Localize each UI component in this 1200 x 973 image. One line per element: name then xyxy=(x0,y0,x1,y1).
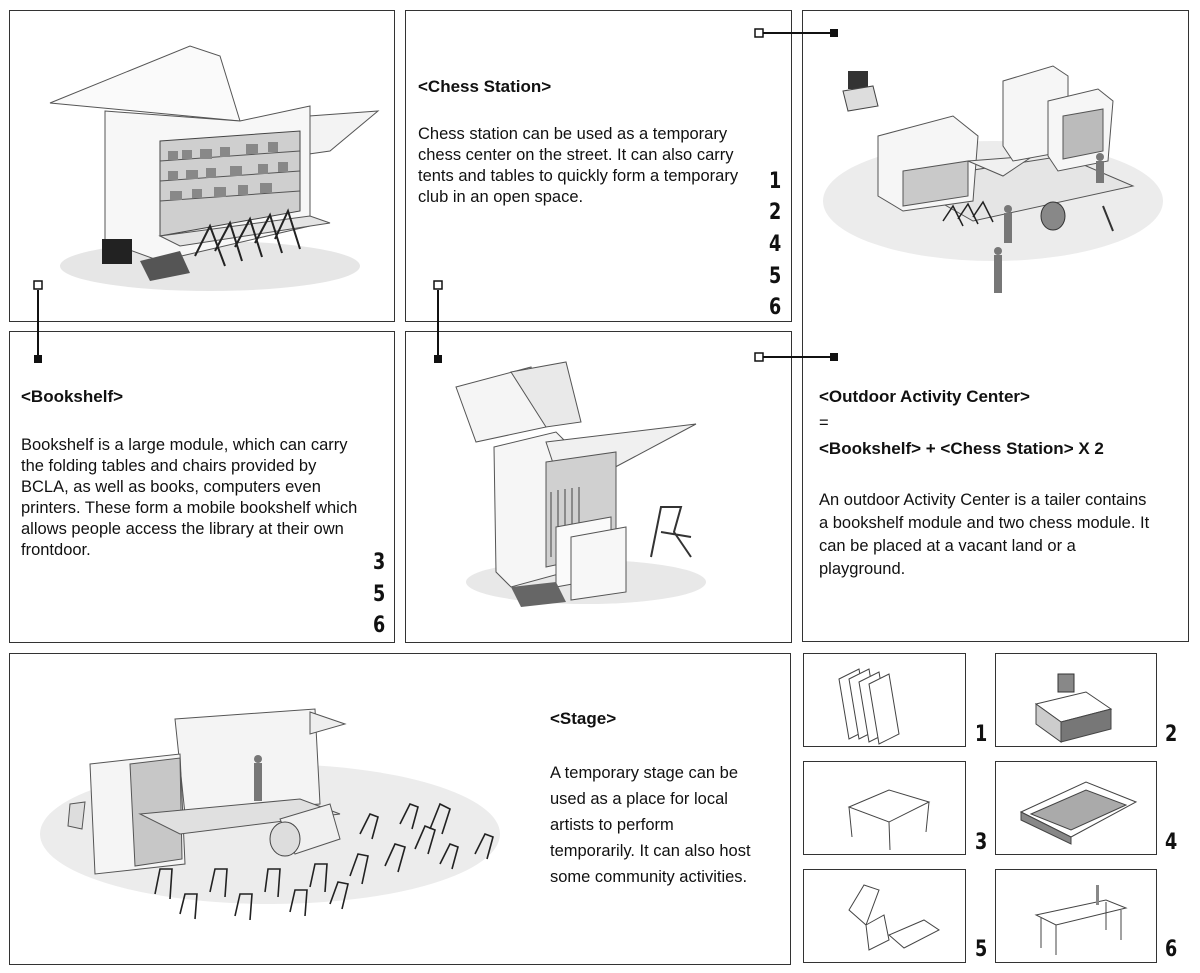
chess-component-number-2: 2 xyxy=(769,200,782,225)
folding-chair-icon xyxy=(848,884,940,951)
component-5-tile xyxy=(803,869,966,963)
component-number-2: 2 xyxy=(1165,722,1178,747)
component-6-tile xyxy=(995,869,1157,963)
chess-component-number-1: 1 xyxy=(769,169,782,194)
chess-station-render-panel xyxy=(405,331,792,643)
bookshelf-render-panel xyxy=(9,10,395,322)
component-2-tile xyxy=(995,653,1157,747)
chess-station-panel: <Chess Station> Chess station can be use… xyxy=(405,10,792,322)
chess-component-number-4: 4 xyxy=(769,232,782,257)
stage-panel: <Stage> A temporary stage can be used as… xyxy=(9,653,791,965)
outdoor-center-formula: <Bookshelf> + <Chess Station> X 2 xyxy=(819,439,1104,458)
chess-table-icon xyxy=(1034,673,1113,743)
component-number-1: 1 xyxy=(975,722,988,747)
folding-table-icon xyxy=(1019,781,1138,845)
outdoor-activity-center-panel: <Outdoor Activity Center> = <Bookshelf> … xyxy=(802,10,1189,642)
chess-station-title: <Chess Station> xyxy=(418,77,552,96)
component-number-5: 5 xyxy=(975,937,988,962)
bookshelf-description: Bookshelf is a large module, which can c… xyxy=(21,436,358,559)
books-stack-icon xyxy=(838,668,900,745)
component-4-tile xyxy=(995,761,1157,855)
component-1-tile xyxy=(803,653,966,747)
bookshelf-module-illustration xyxy=(49,45,380,291)
component-number-3: 3 xyxy=(975,830,988,855)
component-number-4: 4 xyxy=(1165,830,1178,855)
stage-title: <Stage> xyxy=(550,709,617,728)
stage-illustration xyxy=(40,708,500,921)
chess-station-module-illustration xyxy=(455,361,706,607)
stage-description: A temporary stage can be used as a place… xyxy=(550,764,751,886)
component-3-tile xyxy=(803,761,966,855)
bookshelf-component-number-6: 6 xyxy=(373,613,386,638)
chess-station-description: Chess station can be used as a temporary… xyxy=(418,125,739,206)
component-number-6: 6 xyxy=(1165,937,1178,962)
outdoor-center-equals: = xyxy=(819,414,829,432)
bookshelf-panel: <Bookshelf> Bookshelf is a large module,… xyxy=(9,331,395,643)
desk-icon xyxy=(1034,885,1128,955)
chess-component-number-6: 6 xyxy=(769,295,782,320)
bookshelf-title: <Bookshelf> xyxy=(21,387,124,406)
bookshelf-component-number-5: 5 xyxy=(373,582,386,607)
chess-component-number-5: 5 xyxy=(769,264,782,289)
outdoor-activity-center-illustration xyxy=(823,65,1163,293)
tent-icon xyxy=(847,789,931,851)
bookshelf-component-number-3: 3 xyxy=(373,550,386,575)
outdoor-center-title: <Outdoor Activity Center> xyxy=(819,387,1030,406)
outdoor-center-description: An outdoor Activity Center is a tailer c… xyxy=(819,491,1150,578)
